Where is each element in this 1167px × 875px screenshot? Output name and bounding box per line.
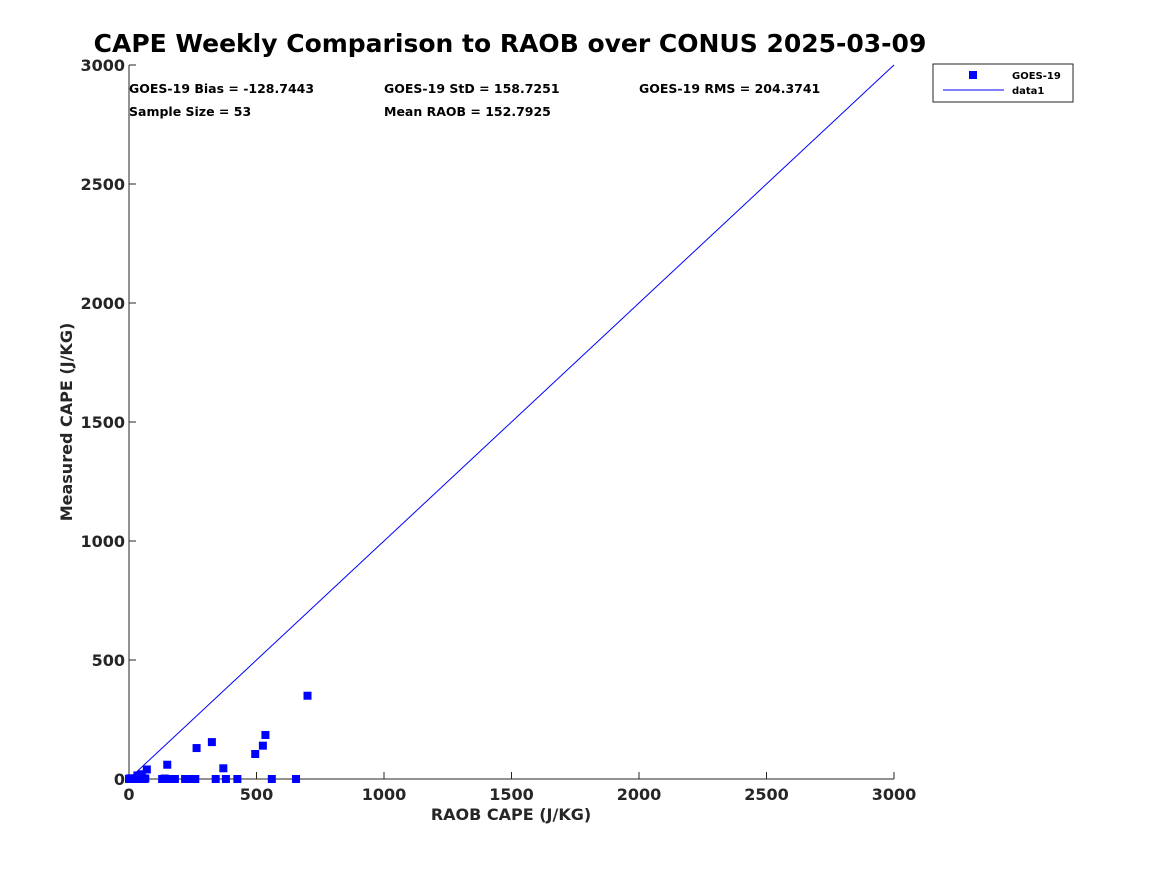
reference-line-data1	[128, 64, 895, 780]
data-point	[192, 744, 201, 753]
data-point	[142, 765, 151, 774]
x-tick-label: 1500	[489, 785, 534, 804]
data-point	[292, 775, 301, 783]
data-point	[181, 775, 190, 783]
reference-line-series	[128, 64, 895, 780]
stat-bias: GOES-19 Bias = -128.7443	[129, 81, 314, 96]
x-tick-label: 0	[123, 785, 134, 804]
y-tick-label: 2500	[80, 175, 125, 194]
data-point	[258, 741, 267, 750]
y-tick-label: 3000	[80, 56, 125, 75]
x-tick-label: 2500	[744, 785, 789, 804]
scatter-points-series	[125, 691, 312, 783]
legend: GOES-19 data1	[932, 63, 1074, 103]
plot-area: 0 500 1000 1500 2000 2500 3000 0 500 1000 1500 2000…	[80, 56, 916, 804]
x-tick-label: 500	[240, 785, 273, 804]
y-tick-label: 500	[92, 651, 125, 670]
stat-sample-size: Sample Size = 53	[129, 104, 251, 119]
x-tick-label: 1000	[362, 785, 407, 804]
statistics-annotations: GOES-19 Bias = -128.7443 GOES-19 StD = 1…	[129, 81, 820, 119]
legend-label-goes19: GOES-19	[1012, 71, 1061, 82]
data-point	[137, 770, 146, 779]
y-tick-label: 1000	[80, 532, 125, 551]
data-point	[170, 775, 179, 783]
legend-label-data1: data1	[1012, 86, 1044, 97]
data-point	[191, 775, 200, 783]
legend-marker-goes19	[969, 71, 977, 79]
x-tick-label: 2000	[617, 785, 662, 804]
data-point	[141, 774, 150, 783]
x-axis-label: RAOB CAPE (J/KG)	[431, 805, 591, 824]
data-point	[303, 691, 312, 700]
data-point	[261, 730, 270, 739]
legend-box	[932, 63, 1074, 103]
stat-mean-raob: Mean RAOB = 152.7925	[384, 104, 551, 119]
data-point	[163, 760, 172, 769]
data-point	[233, 775, 242, 783]
data-point	[267, 775, 276, 783]
stat-rms: GOES-19 RMS = 204.3741	[639, 81, 820, 96]
axis-ticks: 0 500 1000 1500 2000 2500 3000 0 500 1000 1500 2000…	[80, 56, 916, 804]
data-point	[211, 775, 220, 783]
y-tick-label: 0	[114, 770, 125, 789]
data-point	[251, 750, 260, 759]
y-axis-label: Measured CAPE (J/KG)	[57, 323, 76, 522]
y-tick-label: 2000	[80, 294, 125, 313]
data-point	[219, 764, 228, 773]
y-tick-label: 1500	[80, 413, 125, 432]
x-tick-label: 3000	[872, 785, 917, 804]
data-point	[207, 738, 216, 747]
data-point	[221, 775, 230, 783]
chart-title: CAPE Weekly Comparison to RAOB over CONU…	[94, 29, 927, 58]
data-point	[186, 775, 195, 783]
stat-std: GOES-19 StD = 158.7251	[384, 81, 560, 96]
